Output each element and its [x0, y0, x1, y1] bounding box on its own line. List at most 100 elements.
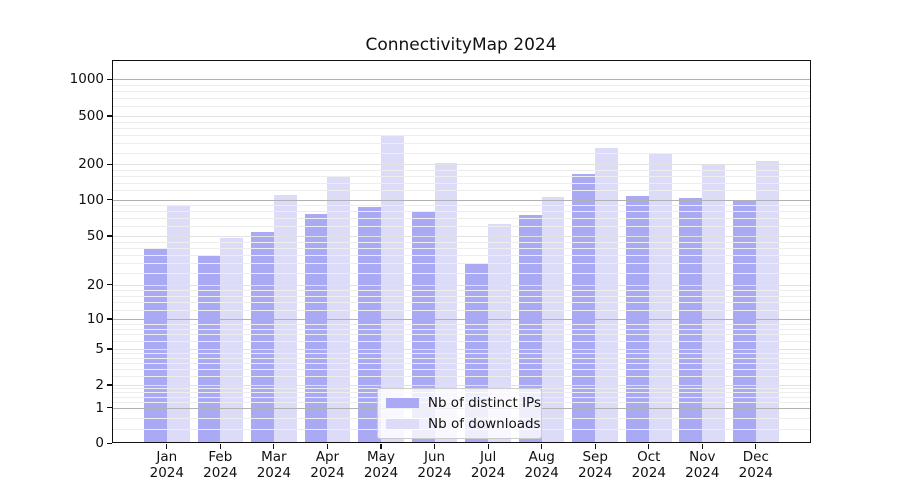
x-tick-mark — [701, 444, 703, 449]
legend-swatch-distinct-ips — [386, 397, 419, 408]
gridline-minor — [112, 226, 811, 228]
gridline-minor — [112, 323, 811, 325]
gridline-minor — [112, 182, 811, 184]
y-tick-label: 5 — [95, 341, 104, 357]
gridline-major — [112, 319, 811, 320]
y-tick-mark — [107, 199, 113, 201]
bar — [572, 174, 596, 444]
gridline-minor — [112, 353, 811, 355]
x-tick-label: Nov 2024 — [685, 449, 720, 481]
y-tick-label: 200 — [78, 156, 104, 173]
gridline-major — [112, 385, 811, 386]
x-tick-mark — [648, 444, 650, 449]
y-tick-label: 100 — [78, 191, 104, 208]
x-tick-label: Feb 2024 — [203, 449, 238, 481]
gridline-minor — [112, 142, 811, 144]
y-tick-mark — [107, 115, 113, 117]
gridline-minor — [112, 91, 811, 93]
gridline-minor — [112, 211, 811, 213]
gridline-major — [112, 236, 811, 237]
x-tick-mark — [433, 444, 436, 449]
gridline-minor — [112, 376, 811, 378]
x-tick-label: Oct 2024 — [631, 449, 666, 481]
y-tick-mark — [107, 284, 113, 286]
gridline-major — [112, 116, 811, 117]
chart-title: ConnectivityMap 2024 — [365, 35, 557, 55]
gridline-minor — [112, 341, 811, 343]
gridline-minor — [112, 295, 811, 297]
x-tick-label: May 2024 — [363, 449, 399, 481]
y-tick-mark — [107, 384, 113, 386]
gridline-minor — [112, 302, 811, 304]
y-tick-mark — [107, 407, 113, 409]
gridline-minor — [112, 254, 811, 256]
y-tick-label: 50 — [86, 228, 104, 244]
x-tick-mark — [755, 444, 757, 449]
x-tick-mark — [166, 444, 168, 449]
plot-area — [112, 60, 811, 444]
bar — [541, 196, 565, 444]
x-tick-label: Mar 2024 — [256, 449, 292, 481]
gridline-minor — [112, 247, 811, 249]
gridline-minor — [112, 169, 811, 171]
legend-item-distinct-ips: Nb of distinct IPs — [386, 395, 541, 411]
y-tick-mark — [107, 442, 113, 444]
y-tick-mark — [107, 235, 113, 237]
legend-label-distinct-ips: Nb of distinct IPs — [427, 394, 541, 411]
gridline-minor — [112, 84, 811, 86]
y-tick-mark — [107, 318, 113, 320]
legend: Nb of distinct IPs Nb of downloads — [377, 388, 542, 439]
gridline-minor — [112, 190, 811, 192]
gridline-minor — [112, 328, 811, 330]
legend-swatch-downloads — [386, 419, 419, 430]
x-tick-mark — [594, 444, 596, 449]
gridline-major — [112, 284, 811, 286]
y-tick-mark — [107, 163, 113, 165]
x-tick-mark — [326, 444, 329, 449]
x-tick-mark — [219, 444, 221, 449]
gridline-major — [112, 79, 811, 81]
bar — [648, 153, 672, 444]
x-tick-label: Jul 2024 — [470, 449, 506, 481]
gridline-minor — [112, 218, 811, 220]
gridline-major — [112, 164, 811, 166]
y-tick-label: 500 — [78, 108, 104, 124]
gridline-minor — [112, 121, 811, 123]
gridline-minor — [112, 127, 811, 129]
x-tick-label: Jan 2024 — [149, 449, 184, 481]
x-tick-mark — [273, 444, 275, 449]
x-tick-label: Sep 2024 — [578, 449, 613, 481]
y-tick-label: 1 — [95, 399, 104, 416]
gridline-minor — [112, 334, 811, 336]
x-tick-label: Aug 2024 — [524, 449, 559, 481]
gridline-minor — [112, 357, 811, 359]
x-tick-label: Dec 2024 — [738, 449, 774, 481]
y-tick-mark — [107, 348, 113, 350]
gridline-minor — [112, 369, 811, 371]
y-tick-mark — [107, 78, 113, 80]
gridline-minor — [112, 106, 811, 108]
x-tick-mark — [487, 444, 489, 449]
bar — [143, 247, 167, 444]
gridline-minor — [112, 205, 811, 207]
y-tick-label: 2 — [95, 377, 104, 393]
gridline-minor — [112, 363, 811, 364]
gridline-major — [112, 349, 811, 350]
gridline-minor — [112, 272, 811, 274]
gridline-minor — [112, 289, 811, 291]
y-tick-label: 1000 — [69, 71, 104, 88]
bar — [733, 199, 756, 444]
bar — [358, 206, 381, 444]
gridline-minor — [112, 263, 811, 265]
x-tick-mark — [380, 444, 382, 449]
gridline-minor — [112, 241, 811, 243]
x-tick-mark — [541, 444, 543, 449]
bar — [220, 238, 244, 444]
bar — [679, 198, 703, 444]
x-tick-label: Apr 2024 — [310, 449, 345, 481]
gridline-major — [112, 199, 811, 201]
gridline-minor — [112, 152, 811, 154]
x-tick-label: Jun 2024 — [417, 449, 452, 481]
y-tick-label: 0 — [95, 435, 104, 452]
